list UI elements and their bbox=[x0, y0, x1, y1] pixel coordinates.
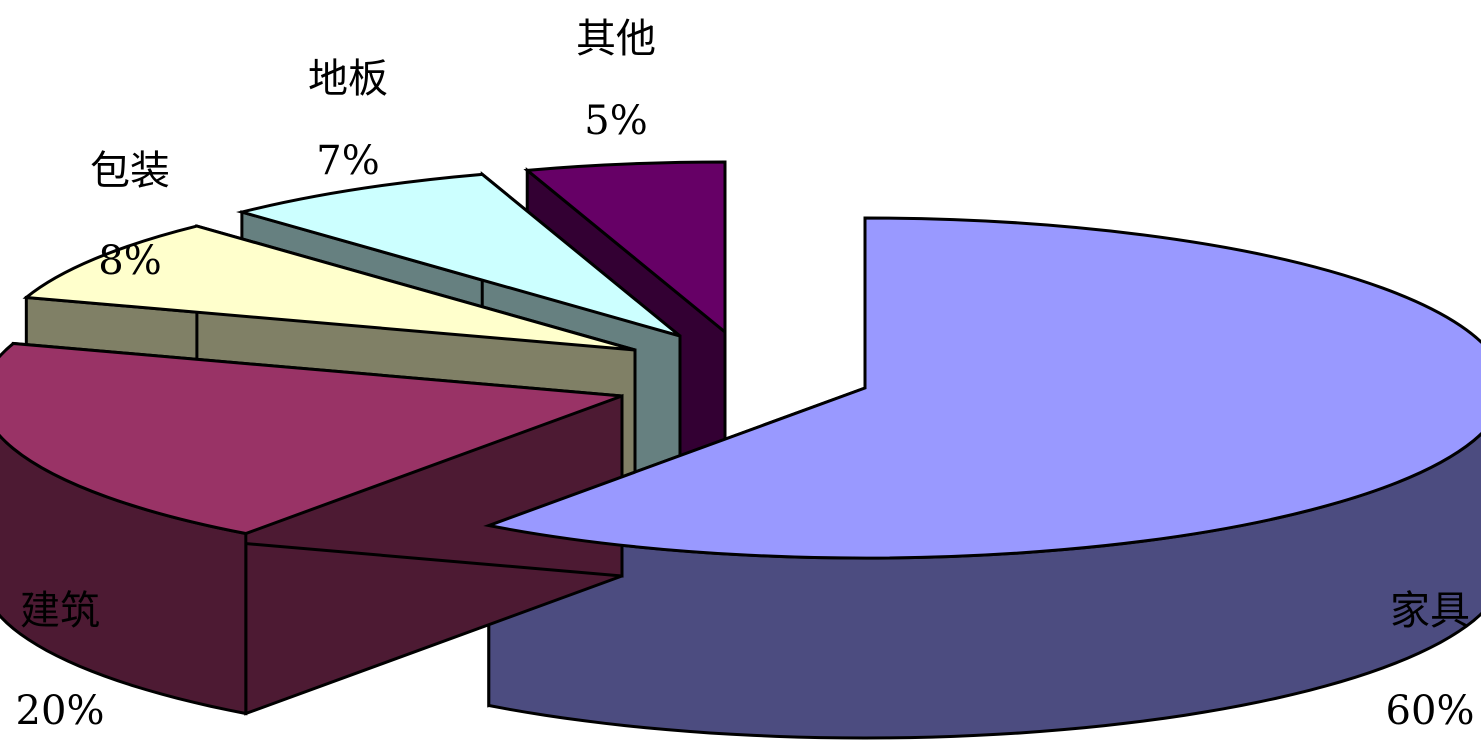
slice-top-5 bbox=[523, 160, 727, 336]
slice-percent-label: 7% bbox=[316, 138, 379, 184]
slice-percent-label: 20% bbox=[16, 688, 105, 734]
slice-category-label: 地板 bbox=[308, 56, 388, 102]
slice-category-label: 包装 bbox=[90, 148, 170, 194]
slice-percent-label: 5% bbox=[584, 98, 647, 144]
slice-top-2 bbox=[0, 341, 623, 536]
slice-category-label: 建筑 bbox=[20, 588, 100, 634]
slice-top-3 bbox=[22, 224, 636, 352]
slice-top-1 bbox=[483, 216, 1481, 560]
slice-top-4 bbox=[236, 172, 681, 338]
slice-percent-label: 60% bbox=[1386, 688, 1475, 734]
slice-category-label: 家具 bbox=[1390, 588, 1470, 634]
slice-category-label: 其他 bbox=[576, 16, 656, 62]
slice-labels: 家具 60% 建筑 20% 包装 8% 地板 7% 其他 5% bbox=[16, 16, 1475, 734]
slice-tops bbox=[0, 160, 1481, 560]
slice-percent-label: 8% bbox=[98, 238, 161, 284]
